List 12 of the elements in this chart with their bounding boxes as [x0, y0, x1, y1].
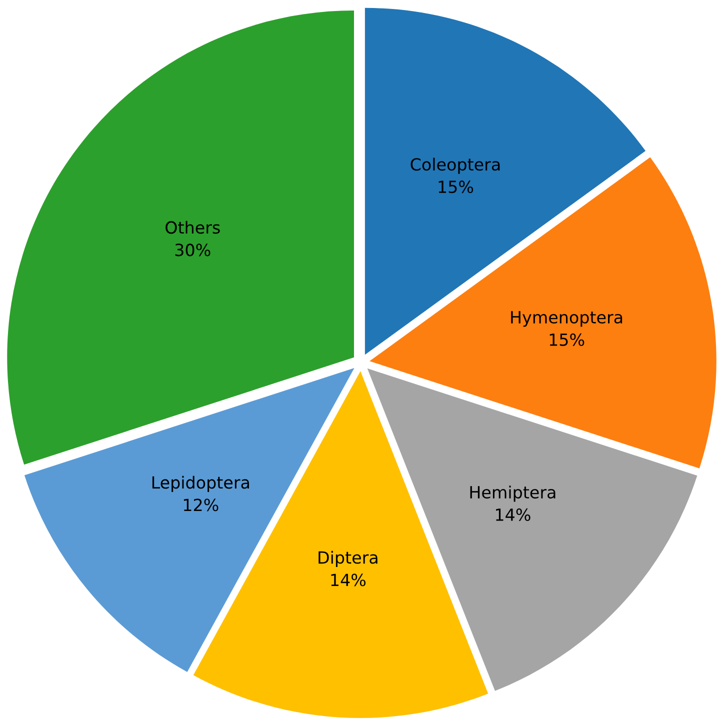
slice-label: Hymenoptera	[511, 311, 622, 327]
slice-label: Hemiptera	[470, 486, 556, 502]
data-label: 15%	[438, 180, 474, 194]
data-label: 15%	[550, 333, 584, 346]
slice-label: Diptera	[318, 550, 378, 568]
slice-label: Coleoptera	[410, 158, 500, 174]
data-label: 14%	[496, 508, 530, 522]
slice-label: Others	[166, 220, 220, 234]
data-label: 14%	[331, 574, 366, 586]
data-label: 30%	[175, 244, 210, 256]
data-label: 12%	[184, 498, 218, 512]
slice-label: Lepidoptera	[152, 476, 249, 492]
